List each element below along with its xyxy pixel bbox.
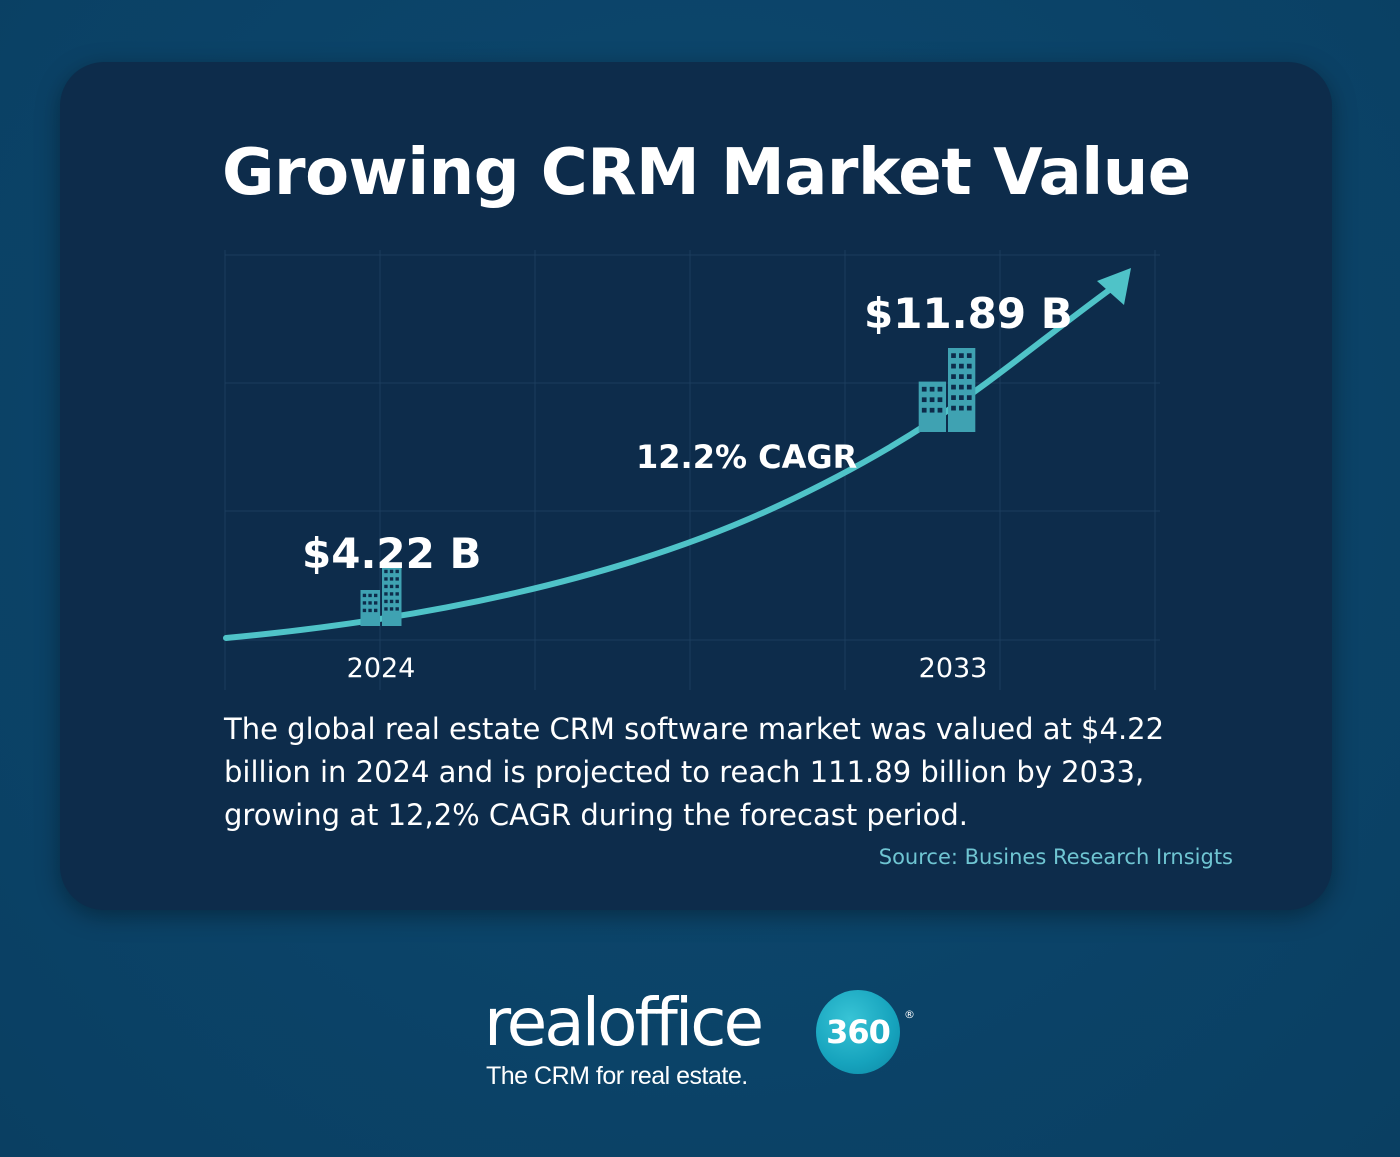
x-tick-2024: 2024 (347, 653, 416, 684)
cagr-annotation: 12.2% CAGR (636, 438, 857, 476)
market-description: The global real estate CRM software mark… (224, 712, 1165, 832)
logo-tagline: The CRM for real estate. (486, 1062, 748, 1090)
building-icon (918, 348, 976, 432)
realoffice360-logo: realoffice 360 ® The CRM for real estate… (484, 984, 924, 1094)
logo-360-badge: 360 (816, 990, 900, 1074)
source-citation: Source: Busines Research Irnsigts (878, 845, 1233, 869)
trend-arrow-icon (1097, 268, 1131, 305)
building-icon (360, 566, 402, 626)
chart-card (60, 62, 1332, 910)
x-tick-2033: 2033 (919, 653, 988, 684)
logo-wordmark: realoffice (484, 984, 764, 1061)
data-label-2033: $11.89 B (864, 289, 1073, 338)
chart-title: Growing CRM Market Value (222, 136, 1191, 210)
data-label-2024: $4.22 B (302, 529, 481, 578)
registered-mark: ® (904, 1008, 915, 1021)
chart-grid (224, 250, 1160, 690)
